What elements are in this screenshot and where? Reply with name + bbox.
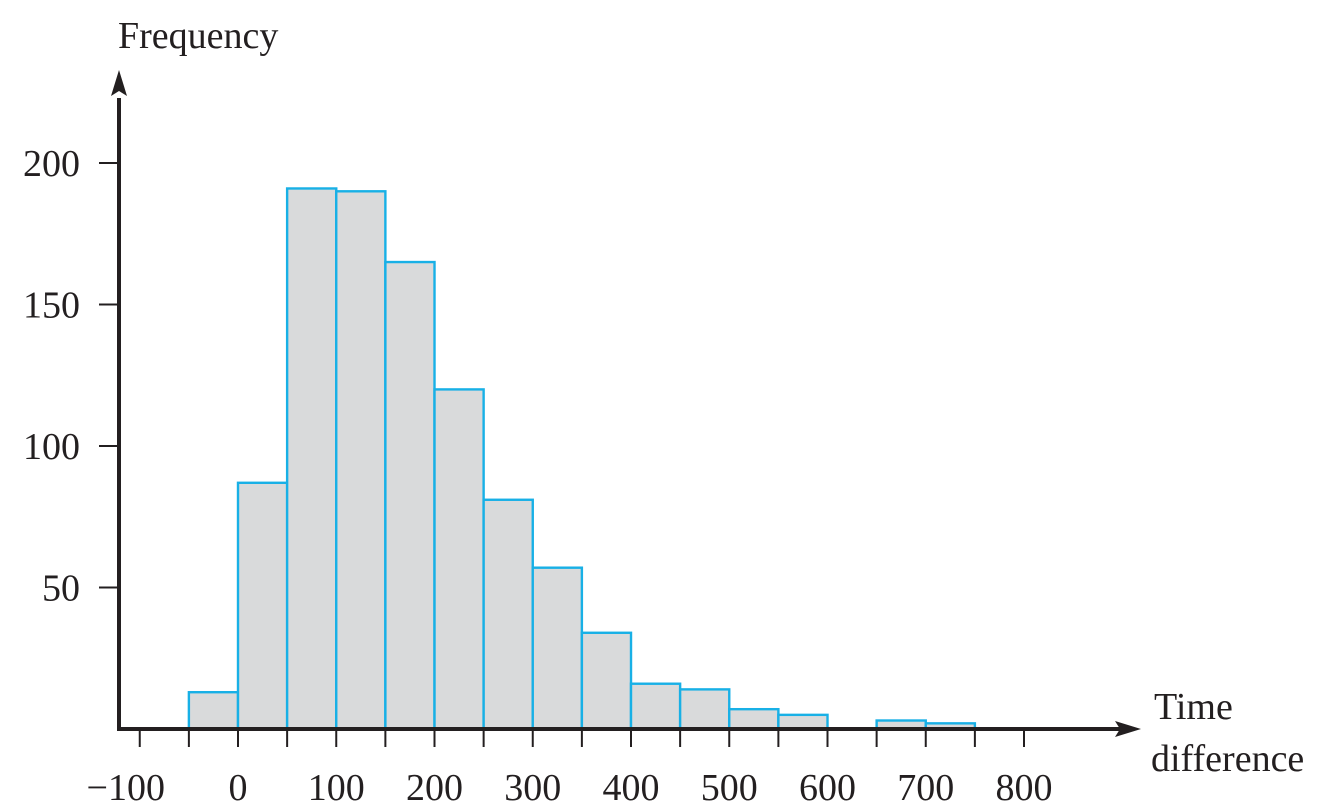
histogram-bar bbox=[335, 190, 387, 731]
x-axis-title-line-2: difference bbox=[1151, 738, 1304, 780]
x-axis-arrow-icon bbox=[1115, 721, 1141, 737]
x-tick-label: 800 bbox=[996, 767, 1053, 809]
x-tick-label: 600 bbox=[799, 767, 856, 809]
x-tick-label: 0 bbox=[229, 767, 248, 809]
histogram-bar bbox=[777, 713, 829, 731]
y-tick-label: 50 bbox=[42, 568, 80, 610]
histogram-bar bbox=[728, 707, 780, 731]
x-tick-label: 100 bbox=[308, 767, 365, 809]
labels-layer: Frequency Time difference −100 0 100 200 300… bbox=[23, 15, 1304, 809]
y-axis-arrow-icon bbox=[111, 70, 127, 96]
x-tick-label: 300 bbox=[504, 767, 561, 809]
x-tick-label: 500 bbox=[701, 767, 758, 809]
bars-layer bbox=[187, 187, 977, 731]
histogram-bar bbox=[433, 388, 485, 731]
y-axis-title: Frequency bbox=[118, 15, 278, 57]
histogram-bar bbox=[580, 631, 633, 731]
histogram-bar bbox=[482, 498, 534, 731]
x-tick-label: 400 bbox=[603, 767, 660, 809]
y-tick-label: 100 bbox=[23, 426, 80, 468]
histogram-bar bbox=[236, 481, 289, 731]
x-tick-label: −100 bbox=[87, 767, 165, 809]
histogram-bar bbox=[678, 688, 731, 731]
x-axis-title-line-1: Time bbox=[1154, 686, 1233, 728]
axes-layer bbox=[111, 70, 1141, 737]
y-tick-label: 150 bbox=[23, 285, 80, 327]
histogram-bar bbox=[187, 691, 240, 731]
ticks-layer bbox=[99, 162, 1025, 747]
histogram-bar bbox=[285, 187, 338, 731]
x-tick-label: 200 bbox=[406, 767, 463, 809]
histogram-bar bbox=[629, 682, 682, 731]
histogram-bar bbox=[384, 260, 436, 731]
y-tick-label: 200 bbox=[23, 143, 80, 185]
histogram-bar bbox=[531, 566, 584, 731]
x-tick-label: 700 bbox=[897, 767, 954, 809]
